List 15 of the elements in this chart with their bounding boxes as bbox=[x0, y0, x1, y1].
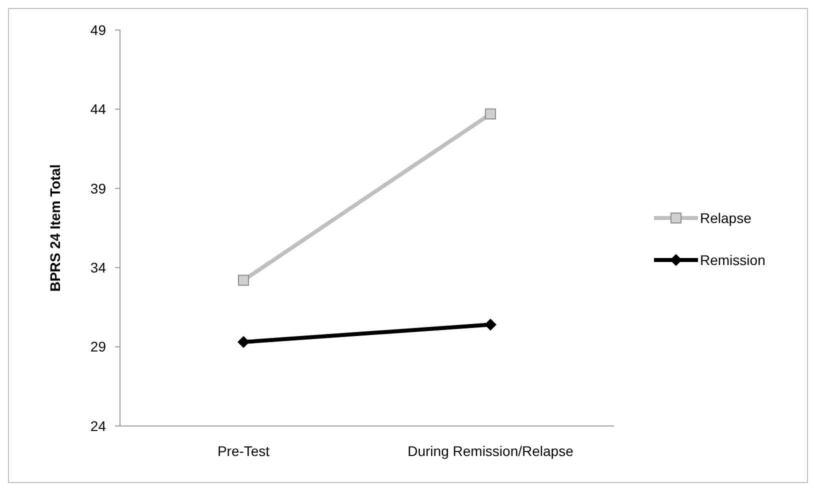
point bbox=[238, 274, 249, 286]
y-tick-label: 49 bbox=[90, 22, 106, 38]
x-tick-label: During Remission/Relapse bbox=[408, 443, 574, 459]
y-tick-label: 34 bbox=[90, 260, 106, 276]
point bbox=[238, 336, 250, 348]
y-axis-title: BPRS 24 Item Total bbox=[47, 164, 63, 292]
x-tick-label: Pre-Test bbox=[217, 443, 270, 459]
y-tick-label: 39 bbox=[90, 180, 106, 196]
legend-label: Remission bbox=[700, 252, 766, 268]
y-tick-label: 24 bbox=[90, 418, 106, 434]
legend-label: Relapse bbox=[700, 210, 752, 226]
point bbox=[484, 318, 496, 331]
y-tick-label: 44 bbox=[90, 101, 106, 118]
y-tick-label: 29 bbox=[90, 338, 106, 355]
point bbox=[485, 108, 496, 120]
